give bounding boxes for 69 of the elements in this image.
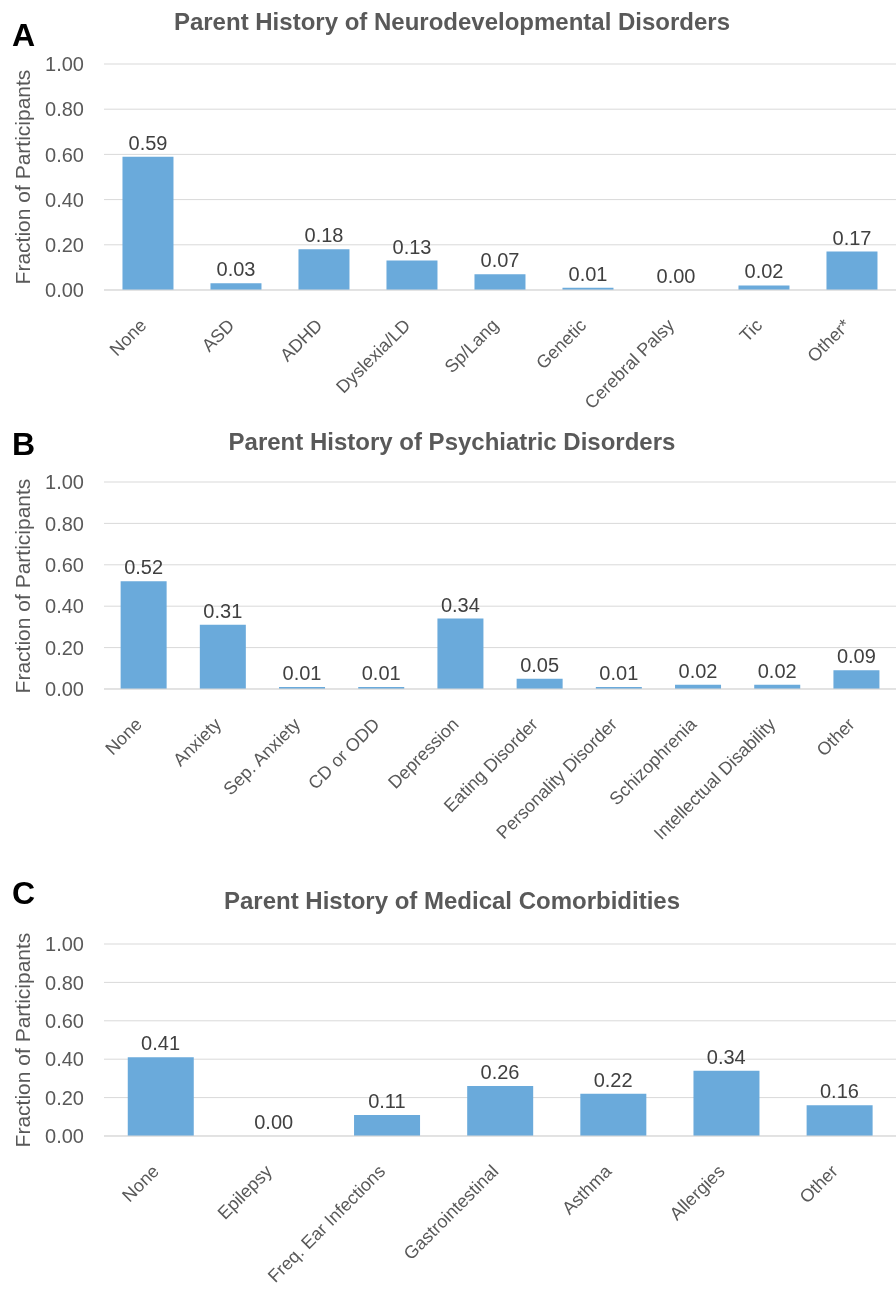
y-tick-label: 0.80 [45,971,84,994]
bar [298,249,350,290]
data-label: 0.03 [216,258,256,281]
data-label: 0.07 [480,249,520,272]
bar [386,260,438,290]
y-tick-label: 0.60 [45,1009,84,1032]
y-tick-label: 0.80 [45,512,84,535]
y-tick-label: 0.20 [45,1086,84,1109]
y-tick-label: 0.40 [45,1048,84,1071]
y-tick-label: 0.00 [45,279,84,302]
chart-title: Parent History of Medical Comorbidities [223,887,681,914]
y-tick-label: 1.00 [45,933,84,956]
data-label: 0.02 [757,659,797,682]
data-label: 0.17 [832,226,872,249]
data-label: 0.34 [440,593,480,616]
data-label: 0.34 [706,1045,746,1068]
data-label: 0.11 [368,1089,406,1112]
y-tick-label: 0.20 [45,233,84,256]
data-label: 0.59 [128,131,168,154]
y-tick-label: 0.00 [45,678,84,701]
data-label: 0.01 [568,262,608,285]
y-tick-label: 1.00 [45,471,84,494]
y-tick-label: 0.40 [45,188,84,211]
data-label: 0.31 [203,599,243,622]
data-label: 0.41 [141,1032,181,1055]
data-label: 0.01 [361,661,401,684]
data-label: 0.26 [480,1061,520,1084]
bar [437,618,484,689]
data-label: 0.13 [392,235,432,258]
y-tick-label: 0.60 [45,143,84,166]
data-label: 0.09 [836,645,876,668]
y-tick-label: 1.00 [45,53,84,76]
y-tick-label: 0.80 [45,98,84,121]
bar [122,156,174,290]
text: C [12,875,36,911]
bar [474,274,526,290]
y-tick-label: 0.00 [45,1125,84,1148]
y-tick-label: 0.20 [45,636,84,659]
bar [199,624,246,689]
y-axis-title: Fraction of Participants [11,69,35,285]
bar [580,1093,647,1136]
chart-title: Parent History of Neurodevelopmental Disorders [173,8,731,35]
bar [127,1057,194,1136]
bar [467,1086,534,1136]
data-label: 0.18 [304,224,344,247]
bar [693,1070,760,1136]
y-axis-title: Fraction of Participants [11,932,35,1148]
data-label: 0.00 [656,265,696,287]
data-label: 0.01 [599,661,639,684]
y-tick-label: 0.40 [45,595,84,618]
bar [354,1114,421,1136]
bar [120,581,167,689]
y-tick-label: 0.60 [45,553,84,576]
data-label: 0.05 [520,653,560,676]
x-tick-label: Tic [735,315,767,346]
text: A [12,17,36,53]
data-label: 0.02 [744,260,784,283]
y-axis-title: Fraction of Participants [11,478,35,693]
data-label: 0.16 [819,1080,859,1103]
text: B [12,426,36,462]
data-label: 0.22 [593,1068,633,1091]
bar [806,1105,873,1136]
data-label: 0.52 [124,556,164,579]
bar [833,670,880,689]
data-label: 0.02 [678,659,718,682]
data-label: 0.00 [254,1111,294,1133]
data-label: 0.01 [282,661,322,684]
chart-title: Parent History of Psychiatric Disorders [228,428,676,455]
bar [826,251,878,290]
